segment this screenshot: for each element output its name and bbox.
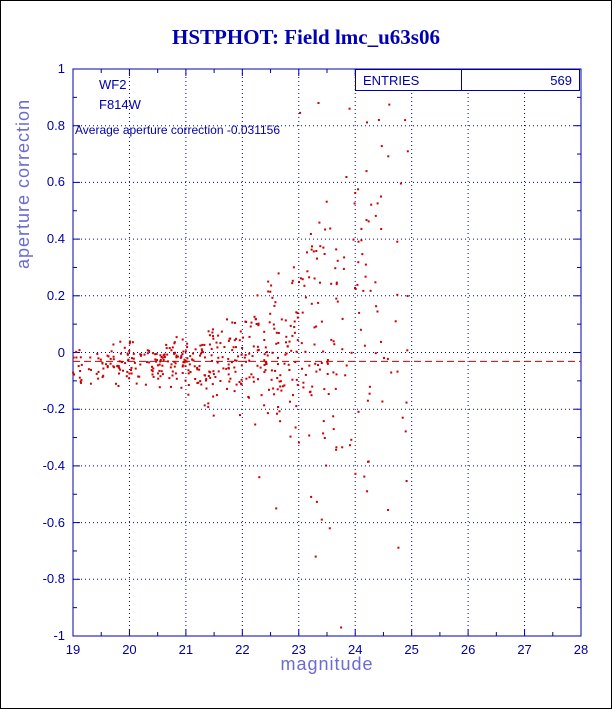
entries-value: 569 [550,72,572,88]
x-tick-label: 28 [573,642,589,657]
x-tick-label: 23 [291,642,306,657]
filter-label: F814W [99,97,141,112]
x-tick-label: 19 [65,642,81,657]
page-title: HSTPHOT: Field lmc_u63s06 [172,25,440,49]
y-tick-label: 0.4 [46,231,65,247]
y-tick-label: 0.2 [46,287,65,303]
entries-label: ENTRIES [356,70,462,90]
y-tick-label: -0.6 [42,514,65,530]
average-correction-label: Average aperture correction -0.031156 [75,123,281,137]
x-tick-label: 26 [460,642,476,657]
x-tick-label: 22 [235,642,250,657]
x-tick-label: 21 [178,642,194,657]
x-tick-label: 25 [404,642,419,657]
entries-box: ENTRIES 569 [355,69,580,91]
camera-label: WF2 [99,77,127,92]
y-tick-label: -0.4 [42,457,65,473]
data-points [72,102,409,629]
x-axis-title: magnitude [280,654,374,674]
y-tick-label: 0.6 [46,174,65,190]
x-tick-label: 20 [122,642,137,657]
y-tick-label: 0 [57,344,65,360]
y-tick-label: -1 [53,628,65,643]
x-tick-label: 24 [347,642,363,657]
y-tick-label: 0.8 [46,117,65,133]
y-tick-label: -0.2 [42,401,65,417]
grid-lines [73,69,581,636]
y-tick-label: -0.8 [42,571,65,587]
x-tick-label: 27 [517,642,532,657]
y-tick-label: 1 [57,61,65,76]
